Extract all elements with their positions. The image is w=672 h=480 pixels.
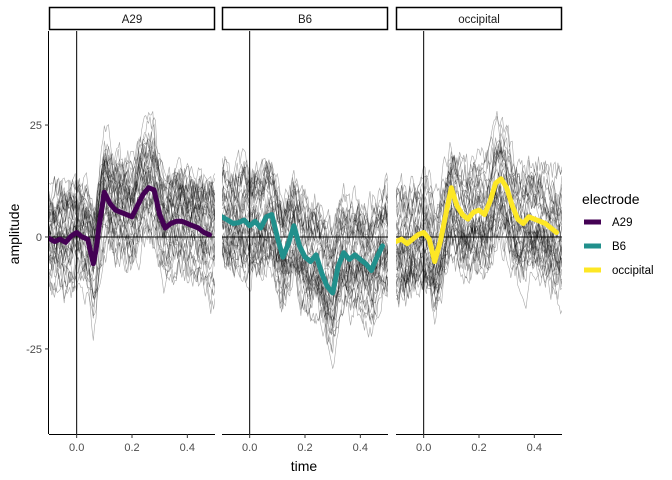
mean-line-occipital — [396, 176, 559, 265]
x-tick-label: 0.0 — [416, 442, 431, 454]
legend-item-b6: B6 — [584, 241, 626, 253]
panel-occipital: occipital 0.0 0.2 0.4 — [395, 6, 563, 454]
chart-panels: A29 0.0 0.2 0.4 -25 0 25 B6 0.0 0.2 0.4 occipital 0.… — [26, 6, 563, 454]
panel-b6: B6 0.0 0.2 0.4 — [221, 6, 389, 454]
facet-strip-label: occipital — [458, 14, 500, 26]
x-tick-label: 0.2 — [297, 442, 312, 454]
x-tick-label: 0.2 — [471, 442, 486, 454]
legend-item-occipital: occipital — [584, 265, 654, 277]
x-tick-label: 0.2 — [124, 442, 139, 454]
legend-title: electrode — [582, 191, 640, 207]
legend: electrode A29 B6 occipital — [582, 191, 654, 277]
x-tick-label: 0.4 — [353, 442, 368, 454]
trial-trace — [222, 241, 388, 306]
y-tick-label: -25 — [26, 344, 42, 356]
x-tick-label: 0.4 — [527, 442, 542, 454]
legend-label: occipital — [612, 265, 654, 277]
legend-label: B6 — [612, 241, 626, 253]
y-tick-label: 25 — [30, 120, 42, 132]
legend-items: A29 B6 occipital — [584, 217, 654, 277]
x-axis-label: time — [291, 458, 318, 474]
mean-line-a29 — [49, 185, 212, 267]
x-tick-label: 0.0 — [242, 442, 257, 454]
y-tick-label: 0 — [36, 232, 42, 244]
facet-strip — [221, 6, 389, 31]
mean-line-b6 — [222, 212, 385, 296]
x-tick-label: 0.4 — [180, 442, 195, 454]
legend-label: A29 — [612, 217, 632, 229]
facet-strip — [395, 6, 563, 31]
legend-item-a29: A29 — [584, 217, 632, 229]
facet-strip-label: A29 — [122, 14, 142, 26]
panel-a29: A29 0.0 0.2 0.4 -25 0 25 — [26, 6, 216, 454]
facet-strip-label: B6 — [298, 14, 312, 26]
y-axis-label: amplitude — [6, 203, 22, 264]
x-tick-label: 0.0 — [69, 442, 84, 454]
facet-strip — [48, 6, 216, 31]
